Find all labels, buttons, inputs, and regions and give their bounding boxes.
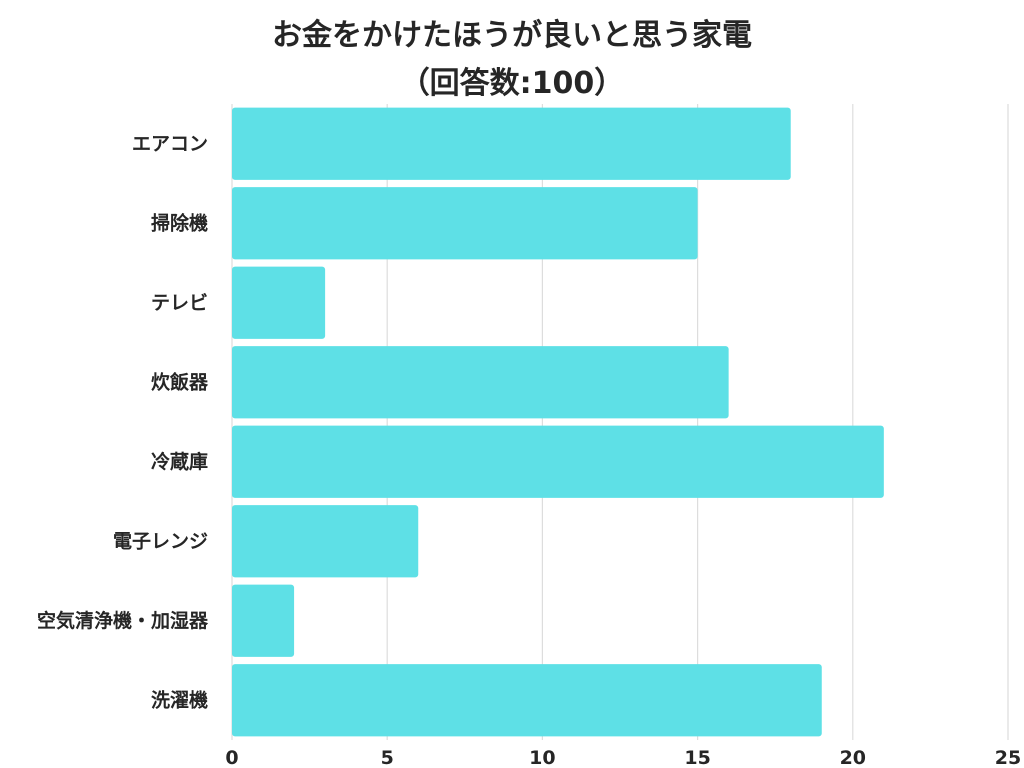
category-label-2: テレビ (151, 292, 208, 314)
category-label-3: 炊飯器 (151, 370, 209, 393)
category-label-4: 冷蔵庫 (151, 450, 208, 473)
category-label-5: 電子レンジ (113, 530, 208, 552)
bar-2 (232, 266, 326, 339)
bar-5 (232, 505, 419, 578)
x-tick-label-1: 5 (381, 747, 394, 768)
chart-subtitle: （回答数:100） (399, 66, 625, 101)
category-label-1: 掃除機 (151, 211, 208, 234)
bar-4 (232, 425, 884, 498)
x-tick-label-4: 20 (840, 747, 866, 768)
bar-3 (232, 346, 729, 419)
x-tick-label-3: 15 (684, 747, 710, 768)
category-label-6: 空気清浄機・加湿器 (37, 609, 209, 632)
bar-0 (232, 107, 791, 180)
bar-7 (232, 664, 822, 737)
x-tick-label-0: 0 (225, 747, 238, 768)
bar-1 (232, 187, 698, 260)
bar-6 (232, 584, 295, 657)
x-tick-label-2: 10 (529, 747, 555, 768)
x-tick-labels: 0 5 10 15 20 25 (225, 747, 1021, 768)
bars (232, 107, 884, 737)
category-label-0: エアコン (132, 133, 208, 155)
x-tick-label-5: 25 (995, 747, 1021, 768)
chart-title: お金をかけたほうが良いと思う家電 (272, 18, 752, 53)
category-label-7: 洗濯機 (151, 688, 208, 711)
